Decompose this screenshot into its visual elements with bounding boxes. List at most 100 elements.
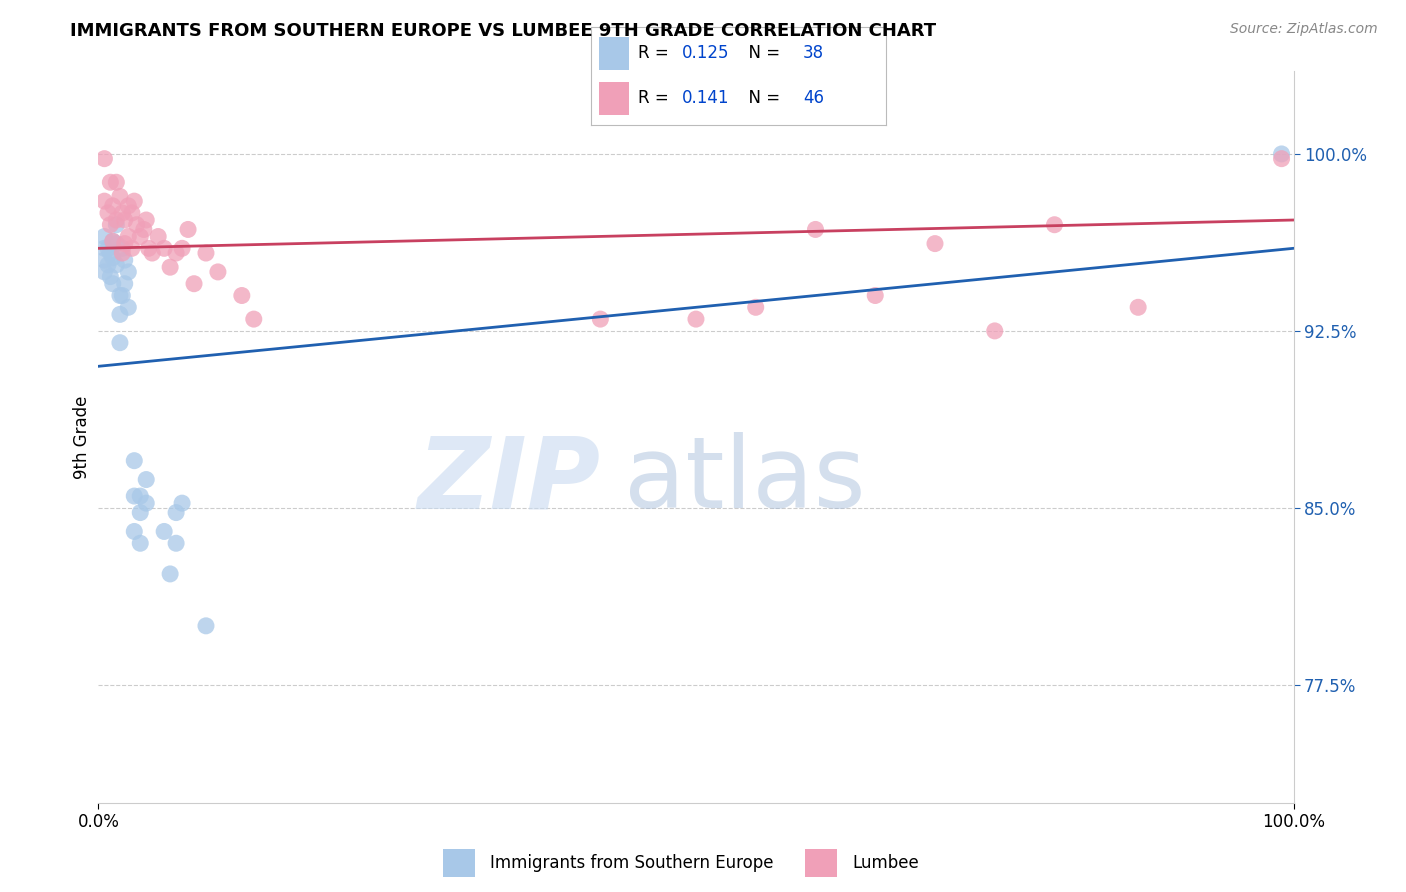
Point xyxy=(129,489,152,503)
Text: ZIP: ZIP xyxy=(418,433,600,530)
Point xyxy=(98,246,122,260)
FancyBboxPatch shape xyxy=(599,82,628,115)
Point xyxy=(129,536,152,550)
Point xyxy=(141,246,163,260)
Point xyxy=(105,175,128,189)
Text: 0.125: 0.125 xyxy=(682,45,730,62)
Text: R =: R = xyxy=(638,89,673,107)
Point xyxy=(114,253,136,268)
Point xyxy=(153,524,176,539)
Point xyxy=(117,301,139,315)
Point xyxy=(114,277,136,291)
Point xyxy=(93,152,115,166)
Point xyxy=(97,258,120,272)
Point xyxy=(745,301,768,315)
Point xyxy=(685,312,707,326)
Point xyxy=(125,218,148,232)
Point xyxy=(194,246,218,260)
Text: Source: ZipAtlas.com: Source: ZipAtlas.com xyxy=(1230,22,1378,37)
Point xyxy=(105,213,128,227)
Point xyxy=(111,288,134,302)
Text: IMMIGRANTS FROM SOUTHERN EUROPE VS LUMBEE 9TH GRADE CORRELATION CHART: IMMIGRANTS FROM SOUTHERN EUROPE VS LUMBE… xyxy=(70,22,936,40)
Point xyxy=(101,199,124,213)
Point xyxy=(159,566,181,581)
Point xyxy=(124,453,146,467)
Point xyxy=(153,241,176,255)
FancyBboxPatch shape xyxy=(599,37,628,70)
Point xyxy=(165,246,187,260)
Text: 38: 38 xyxy=(803,45,824,62)
Point xyxy=(108,189,131,203)
Point xyxy=(117,229,139,244)
Point xyxy=(124,489,146,503)
Point xyxy=(132,222,155,236)
Point xyxy=(114,236,136,251)
Point xyxy=(804,222,827,236)
Point xyxy=(231,288,253,302)
Point xyxy=(172,496,194,510)
Point xyxy=(93,253,115,268)
Point xyxy=(105,258,128,272)
Y-axis label: 9th Grade: 9th Grade xyxy=(73,395,91,479)
Point xyxy=(135,213,157,227)
Point xyxy=(183,277,205,291)
Point xyxy=(93,241,115,255)
Point xyxy=(121,206,143,220)
Point xyxy=(117,265,139,279)
Point xyxy=(129,506,152,520)
Point xyxy=(129,229,152,244)
Point xyxy=(135,473,157,487)
Point xyxy=(101,277,124,291)
Point xyxy=(93,194,115,208)
Point xyxy=(98,175,122,189)
Point xyxy=(105,218,128,232)
FancyBboxPatch shape xyxy=(806,849,837,877)
Point xyxy=(148,229,170,244)
Point xyxy=(93,229,115,244)
Text: Immigrants from Southern Europe: Immigrants from Southern Europe xyxy=(491,854,773,872)
Point xyxy=(114,213,136,227)
Point xyxy=(105,236,128,251)
Point xyxy=(98,269,122,284)
Point xyxy=(101,251,124,265)
Point xyxy=(108,307,131,321)
Point xyxy=(165,506,187,520)
Point xyxy=(177,222,200,236)
Text: 0.141: 0.141 xyxy=(682,89,730,107)
Point xyxy=(108,288,131,302)
Point xyxy=(93,265,115,279)
Point xyxy=(924,236,946,251)
Point xyxy=(111,246,134,260)
Point xyxy=(138,241,160,255)
FancyBboxPatch shape xyxy=(443,849,475,877)
Point xyxy=(194,619,218,633)
Point xyxy=(159,260,181,275)
Point xyxy=(1128,301,1150,315)
Point xyxy=(172,241,194,255)
Point xyxy=(108,335,131,350)
Point xyxy=(101,234,124,248)
Point xyxy=(121,241,143,255)
Point xyxy=(165,536,187,550)
Point xyxy=(1271,147,1294,161)
Point xyxy=(111,206,134,220)
Point xyxy=(984,324,1007,338)
Point xyxy=(98,218,122,232)
Point xyxy=(1271,152,1294,166)
Text: N =: N = xyxy=(738,45,786,62)
Point xyxy=(111,241,134,255)
Text: R =: R = xyxy=(638,45,673,62)
Point xyxy=(207,265,229,279)
Point xyxy=(101,234,124,248)
Text: Lumbee: Lumbee xyxy=(852,854,920,872)
Text: N =: N = xyxy=(738,89,786,107)
Point xyxy=(863,288,887,302)
Text: 46: 46 xyxy=(803,89,824,107)
Point xyxy=(243,312,266,326)
Point xyxy=(124,524,146,539)
Point xyxy=(124,194,146,208)
Point xyxy=(97,206,120,220)
Point xyxy=(589,312,612,326)
Point xyxy=(135,496,157,510)
Text: atlas: atlas xyxy=(624,433,866,530)
